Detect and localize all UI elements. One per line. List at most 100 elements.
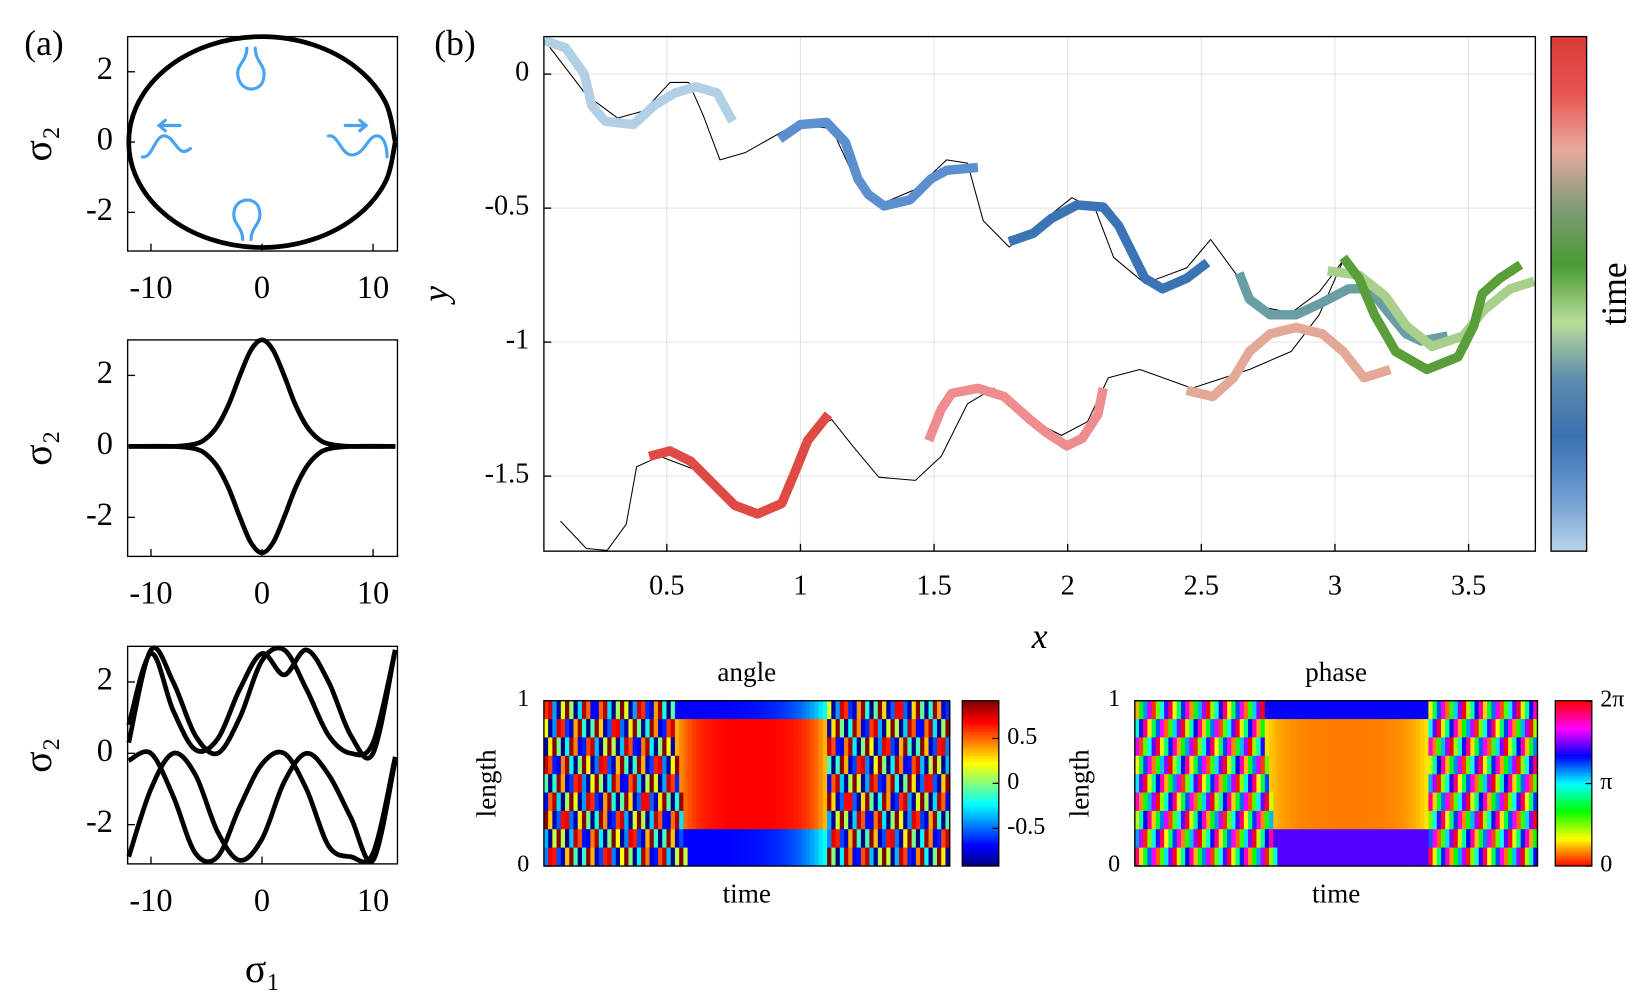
heatmap-cell bbox=[890, 829, 896, 849]
heatmap-cell bbox=[1348, 792, 1354, 812]
heatmap-cell bbox=[565, 737, 570, 757]
heatmap-cell bbox=[1206, 829, 1211, 849]
heatmap-cell bbox=[1201, 847, 1207, 867]
heatmap-cell bbox=[565, 792, 570, 812]
heatmap-cell bbox=[1302, 829, 1308, 849]
heatmap-cell bbox=[780, 700, 786, 720]
heatmap-cell bbox=[1516, 737, 1522, 757]
heatmap-cell bbox=[751, 792, 756, 812]
heatmap-cell bbox=[1210, 737, 1216, 757]
heatmap-cell bbox=[801, 847, 807, 867]
heatmap-cell bbox=[1222, 829, 1228, 849]
heatmap-cell bbox=[937, 829, 942, 849]
heatmap-cell bbox=[674, 774, 680, 794]
heatmap-cell bbox=[945, 847, 951, 867]
heatmap-cell bbox=[827, 755, 832, 775]
heatmap-cell bbox=[1491, 792, 1497, 812]
heatmap-cell bbox=[573, 755, 579, 775]
heatmap-cell bbox=[937, 810, 942, 830]
colorbar-cell bbox=[1555, 700, 1592, 705]
heatmap-cell bbox=[1499, 700, 1505, 720]
heatmap-cell bbox=[1461, 755, 1467, 775]
heatmap-cell bbox=[721, 829, 727, 849]
heatmap-cell bbox=[1172, 737, 1178, 757]
heatmap-cell bbox=[548, 719, 553, 739]
heatmap-cell bbox=[1407, 737, 1413, 757]
heatmap-cell bbox=[1503, 847, 1509, 867]
heatmap-cell bbox=[1214, 810, 1220, 830]
heatmap-cell bbox=[1331, 737, 1337, 757]
heatmap-cell bbox=[818, 719, 824, 739]
heatmap-cell bbox=[700, 700, 706, 720]
heatmap-cell bbox=[1273, 755, 1279, 775]
heatmap-cell bbox=[1285, 847, 1291, 867]
heatmap-cell bbox=[1466, 700, 1471, 720]
heatmap-cell bbox=[1453, 829, 1459, 849]
heatmap-cell bbox=[1331, 810, 1337, 830]
heatmap-cell bbox=[1151, 829, 1157, 849]
heatmap-cell bbox=[1495, 847, 1501, 867]
heatmap-cell bbox=[1340, 847, 1346, 867]
heatmap-cell bbox=[666, 719, 672, 739]
heatmap-cell bbox=[624, 847, 630, 867]
heatmap-cell bbox=[1227, 847, 1232, 867]
heatmap-cell bbox=[1151, 755, 1157, 775]
heatmap-cell bbox=[624, 774, 630, 794]
heatmap-cell bbox=[1386, 774, 1392, 794]
heatmap-cell bbox=[1256, 700, 1262, 720]
heatmap-cell bbox=[789, 737, 794, 757]
heatmap-cell bbox=[1134, 774, 1140, 794]
heatmap-cell bbox=[573, 810, 579, 830]
heatmap-cell bbox=[928, 847, 934, 867]
heatmap-cell bbox=[1503, 737, 1509, 757]
heatmap-cell bbox=[565, 700, 570, 720]
heatmap-cell bbox=[903, 737, 909, 757]
heatmap-cell bbox=[712, 829, 718, 849]
heatmap-cell bbox=[856, 719, 862, 739]
heatmap-cell bbox=[1155, 847, 1161, 867]
heatmap-cell bbox=[1294, 847, 1300, 867]
heatmap-cell bbox=[560, 719, 566, 739]
heatmap-cell bbox=[581, 847, 587, 867]
heatmap-cell bbox=[941, 829, 947, 849]
heatmap-cell bbox=[1466, 829, 1471, 849]
heatmap-cell bbox=[1357, 847, 1362, 867]
heatmap-cell bbox=[742, 792, 748, 812]
heatmap-cell bbox=[1172, 755, 1178, 775]
heatmap-cell bbox=[1197, 700, 1203, 720]
heatmap-cell bbox=[860, 719, 866, 739]
heatmap-cell bbox=[911, 829, 917, 849]
heatmap-cell bbox=[1340, 737, 1346, 757]
heatmap-cell bbox=[1248, 755, 1253, 775]
heatmap-cell bbox=[641, 755, 646, 775]
heatmap-cell bbox=[1524, 755, 1530, 775]
heatmap-cell bbox=[548, 829, 553, 849]
heatmap-cell bbox=[590, 829, 596, 849]
heatmap-cell bbox=[645, 719, 651, 739]
heatmap-cell bbox=[674, 792, 680, 812]
heatmap-cell bbox=[818, 810, 824, 830]
heatmap-cell bbox=[1432, 737, 1438, 757]
heatmap-cell bbox=[1495, 810, 1501, 830]
heatmap-cell bbox=[641, 847, 646, 867]
heatmap-cell bbox=[1348, 774, 1354, 794]
heatmap-cell bbox=[700, 719, 706, 739]
heatmap-cell bbox=[1403, 847, 1409, 867]
heatmap-cell bbox=[856, 700, 862, 720]
heatmap-cell bbox=[577, 755, 583, 775]
heatmap-cell bbox=[915, 719, 921, 739]
heatmap-cell bbox=[1474, 737, 1480, 757]
heatmap-cell bbox=[573, 700, 579, 720]
heatmap-cell bbox=[890, 700, 896, 720]
heatmap-cell bbox=[1201, 700, 1207, 720]
heatmap-cell bbox=[1399, 774, 1404, 794]
heatmap-cell bbox=[924, 737, 930, 757]
heatmap-cell bbox=[810, 755, 816, 775]
heatmap-cell bbox=[1323, 755, 1329, 775]
heatmap-cell bbox=[1424, 755, 1430, 775]
heatmap-cell bbox=[683, 774, 689, 794]
heatmap-cell bbox=[679, 792, 685, 812]
y-tick-label: 1 bbox=[1108, 686, 1120, 712]
heatmap-cell bbox=[1235, 719, 1241, 739]
data-line bbox=[1007, 200, 1211, 294]
